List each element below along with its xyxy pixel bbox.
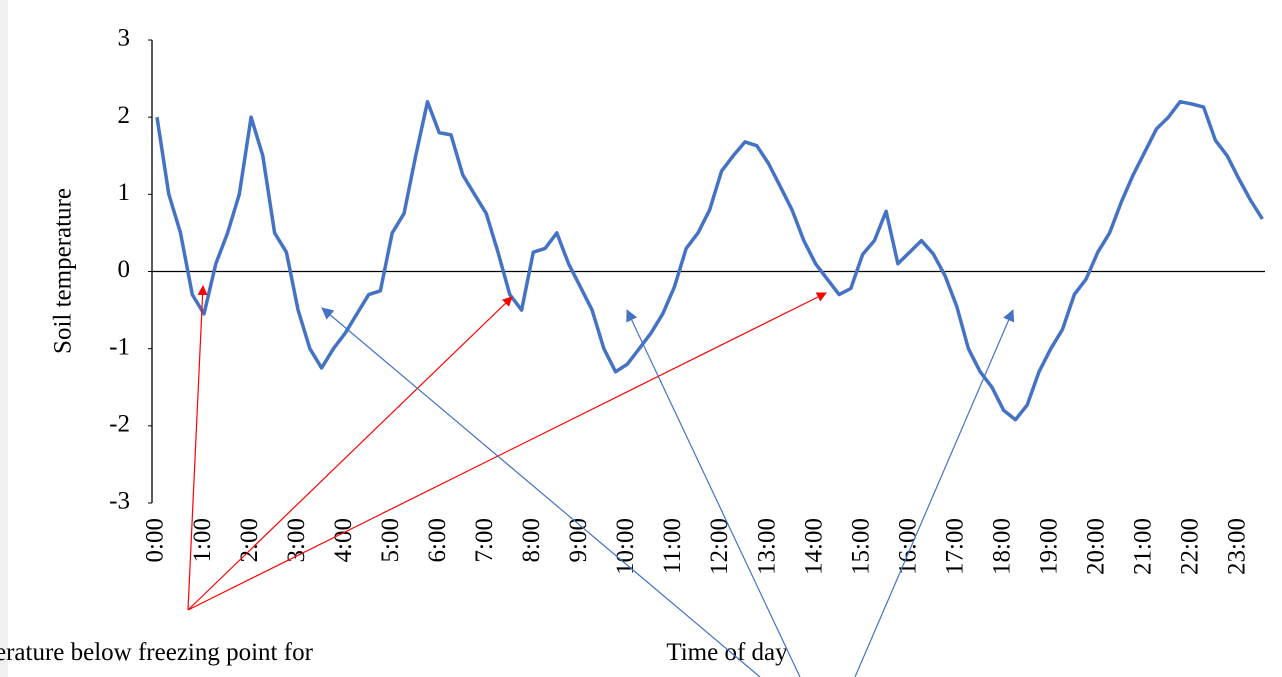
arrow — [321, 307, 761, 677]
x-tick-label: 8:00 — [518, 518, 545, 562]
y-tick-label: 1 — [118, 179, 131, 206]
arrow — [187, 285, 208, 611]
arrow — [854, 309, 1015, 677]
line-series — [155, 99, 1264, 422]
x-tick-label: 17:00 — [941, 518, 968, 575]
x-tick-label: 18:00 — [988, 518, 1015, 575]
x-tick-label: 14:00 — [800, 518, 827, 575]
x-tick-label: 21:00 — [1130, 518, 1157, 575]
arrow — [187, 296, 513, 611]
x-tick-label: 23:00 — [1224, 518, 1251, 575]
x-tick-label: 12:00 — [706, 518, 733, 575]
x-tick-label: 19:00 — [1035, 518, 1062, 575]
y-tick-label: -3 — [109, 488, 130, 515]
x-tick-label: 20:00 — [1083, 518, 1110, 575]
y-tick-label: 0 — [118, 256, 131, 283]
y-axis-label: Soil temperature — [50, 188, 77, 354]
x-tick-label: 3:00 — [283, 518, 310, 562]
y-tick-label: -2 — [109, 411, 130, 438]
x-tick-label: 13:00 — [753, 518, 780, 575]
plot-area: -3 -2 -1 0 1 2 3 0:00 1:00 2:00 3:00 4:00 5:00 6:00 7:… — [109, 25, 1265, 575]
arrow — [626, 309, 801, 677]
x-tick-label: 9:00 — [565, 518, 592, 562]
x-axis-label: Time of day — [666, 639, 788, 666]
x-tick-label: 15:00 — [847, 518, 874, 575]
x-tick-label: 4:00 — [330, 518, 357, 562]
x-tick-label: 11:00 — [659, 518, 686, 574]
x-tick-label: 2:00 — [236, 518, 263, 562]
y-tick-label: 3 — [118, 25, 131, 52]
x-tick-label: 10:00 — [612, 518, 639, 575]
annotation: erature below freezing point for — [0, 639, 314, 666]
x-tick-label: 0:00 — [142, 518, 169, 562]
x-tick-label: 1:00 — [189, 518, 216, 562]
x-tick-label: 6:00 — [424, 518, 451, 562]
x-tick-label: 7:00 — [471, 518, 498, 562]
red-arrows — [187, 285, 827, 611]
x-tick-label: 22:00 — [1177, 518, 1204, 575]
y-tick-label: 2 — [118, 102, 131, 129]
y-tick-label: -1 — [109, 333, 130, 360]
arrow — [187, 292, 827, 611]
left-border — [0, 0, 8, 677]
x-tick-label: 16:00 — [894, 518, 921, 575]
x-tick-label: 5:00 — [377, 518, 404, 562]
blue-arrows — [321, 307, 1015, 677]
